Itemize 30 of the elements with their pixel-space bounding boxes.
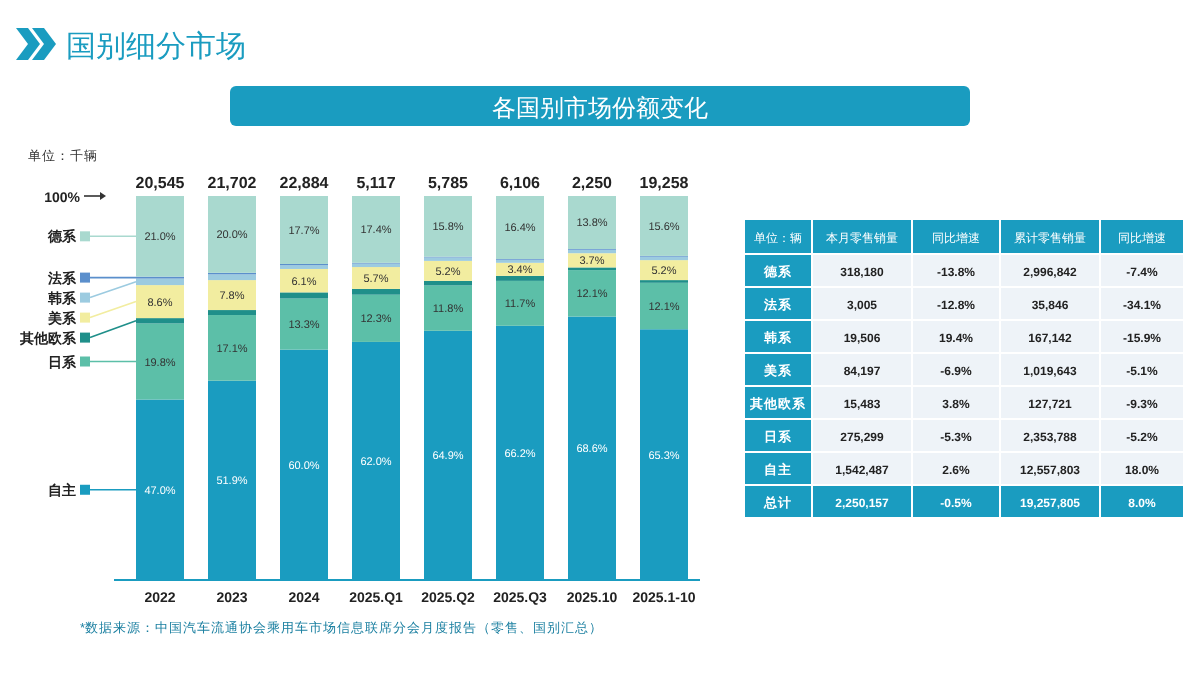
bar [208,310,256,316]
bar [208,274,256,281]
chart-title: 各国别市场份额变化 [492,94,708,122]
annotation: 2,250 [571,174,614,192]
annotation: 20,545 [135,174,186,192]
annotation: 5,117 [356,174,397,192]
annotation: 21,702 [207,174,258,192]
bar [280,298,328,350]
bar [208,196,256,273]
bar [208,315,256,381]
bar [640,196,688,256]
bar [496,280,544,326]
bar [640,282,688,330]
bar [496,196,544,259]
bar [352,294,400,342]
bar [352,288,400,295]
bar [568,270,616,317]
bar [208,280,256,311]
annotation: 6,106 [499,174,542,192]
annotation: 22,884 [279,174,330,192]
bar [280,292,328,299]
annotation: 19,258 [639,174,690,192]
bar [424,285,472,331]
bar [280,196,328,264]
chart-subtitle: 国别细分市场 [66,30,246,64]
bar [352,196,400,263]
bar [424,196,472,257]
bar [568,196,616,249]
bar [496,275,544,281]
annotation: 5,785 [427,174,470,192]
